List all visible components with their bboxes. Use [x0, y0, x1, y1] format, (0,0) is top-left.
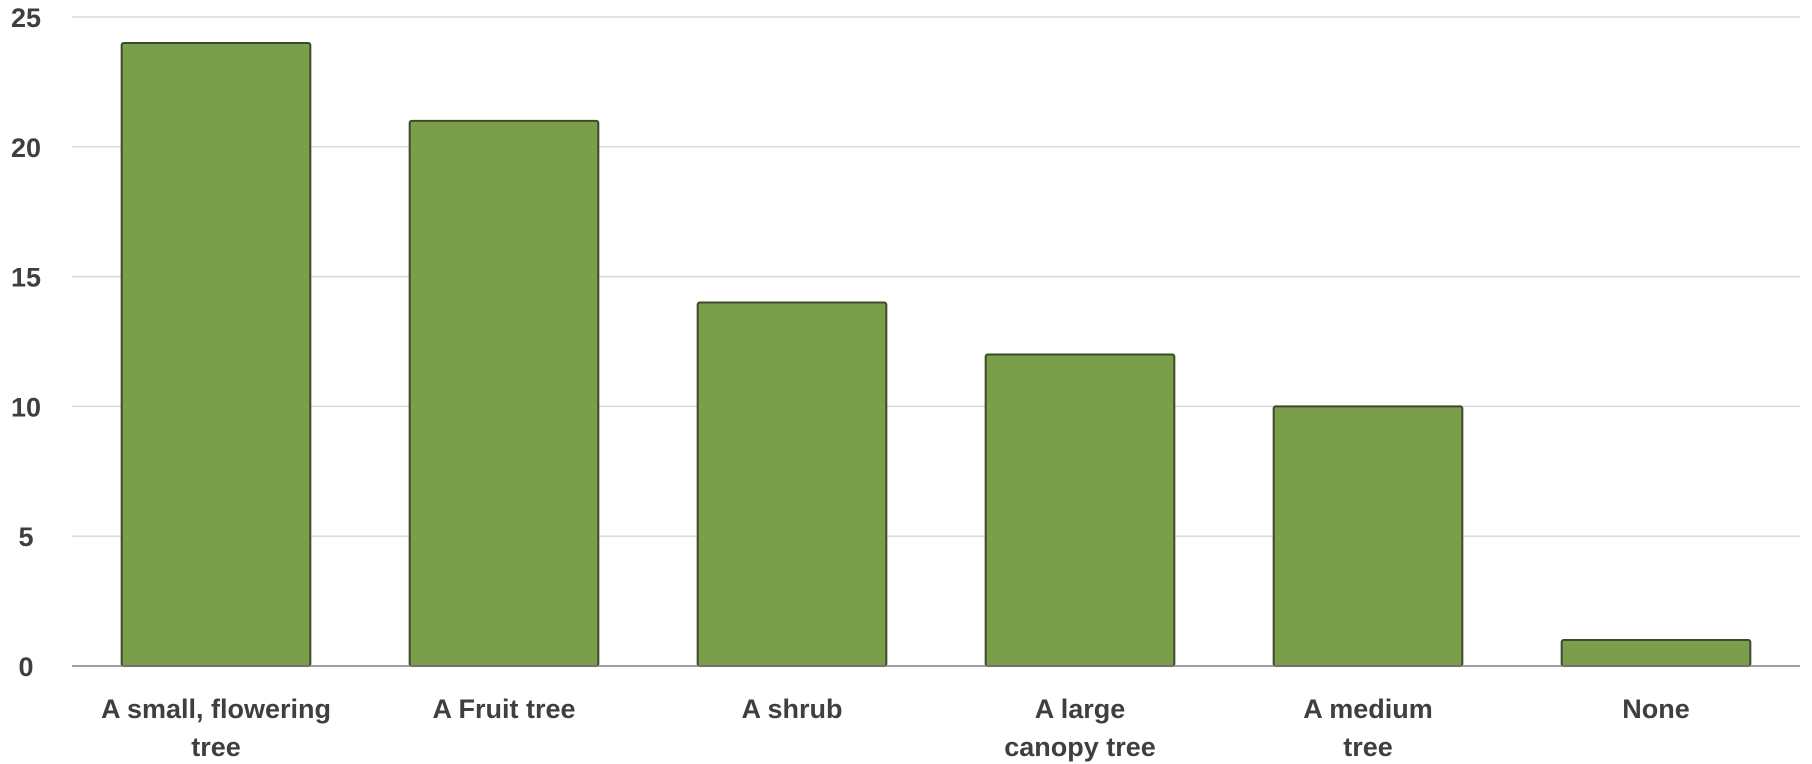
x-category-label-line: A small, flowering: [101, 694, 331, 724]
y-tick-label: 0: [18, 652, 33, 682]
x-category-label-line: A shrub: [742, 694, 843, 724]
x-category-label: None: [1622, 694, 1690, 724]
y-tick-label: 10: [11, 392, 41, 422]
bar-2: [696, 301, 888, 667]
x-category-label-line: tree: [191, 732, 241, 762]
bar-4: [1272, 405, 1464, 667]
bar-1: [408, 119, 600, 667]
x-category-label-line: A Fruit tree: [432, 694, 575, 724]
x-category-label-line: A large: [1035, 694, 1126, 724]
x-category-label-line: canopy tree: [1004, 732, 1156, 762]
bars: [120, 41, 1752, 667]
y-tick-label: 25: [11, 3, 41, 33]
x-category-label: A small, flowering tree: [101, 694, 331, 762]
bar-3: [984, 353, 1176, 667]
x-axis-category-labels: A small, flowering tree A Fruit tree A shru…: [101, 694, 1690, 762]
x-category-label-line: tree: [1343, 732, 1393, 762]
y-tick-label: 20: [11, 133, 41, 163]
x-category-label-line: A medium: [1303, 694, 1433, 724]
bar-5: [1560, 639, 1752, 667]
bar-0: [120, 41, 312, 667]
x-category-label: A Fruit tree: [432, 694, 575, 724]
y-tick-label: 15: [11, 263, 41, 293]
x-category-label: A medium tree: [1303, 694, 1433, 762]
y-tick-label: 5: [18, 522, 33, 552]
gridlines: [72, 16, 1800, 537]
y-axis-tick-labels: 0 5 10 15 20 25: [11, 3, 41, 682]
x-category-label-line: None: [1622, 694, 1690, 724]
x-category-label: A large canopy tree: [1004, 694, 1156, 762]
x-category-label: A shrub: [742, 694, 843, 724]
